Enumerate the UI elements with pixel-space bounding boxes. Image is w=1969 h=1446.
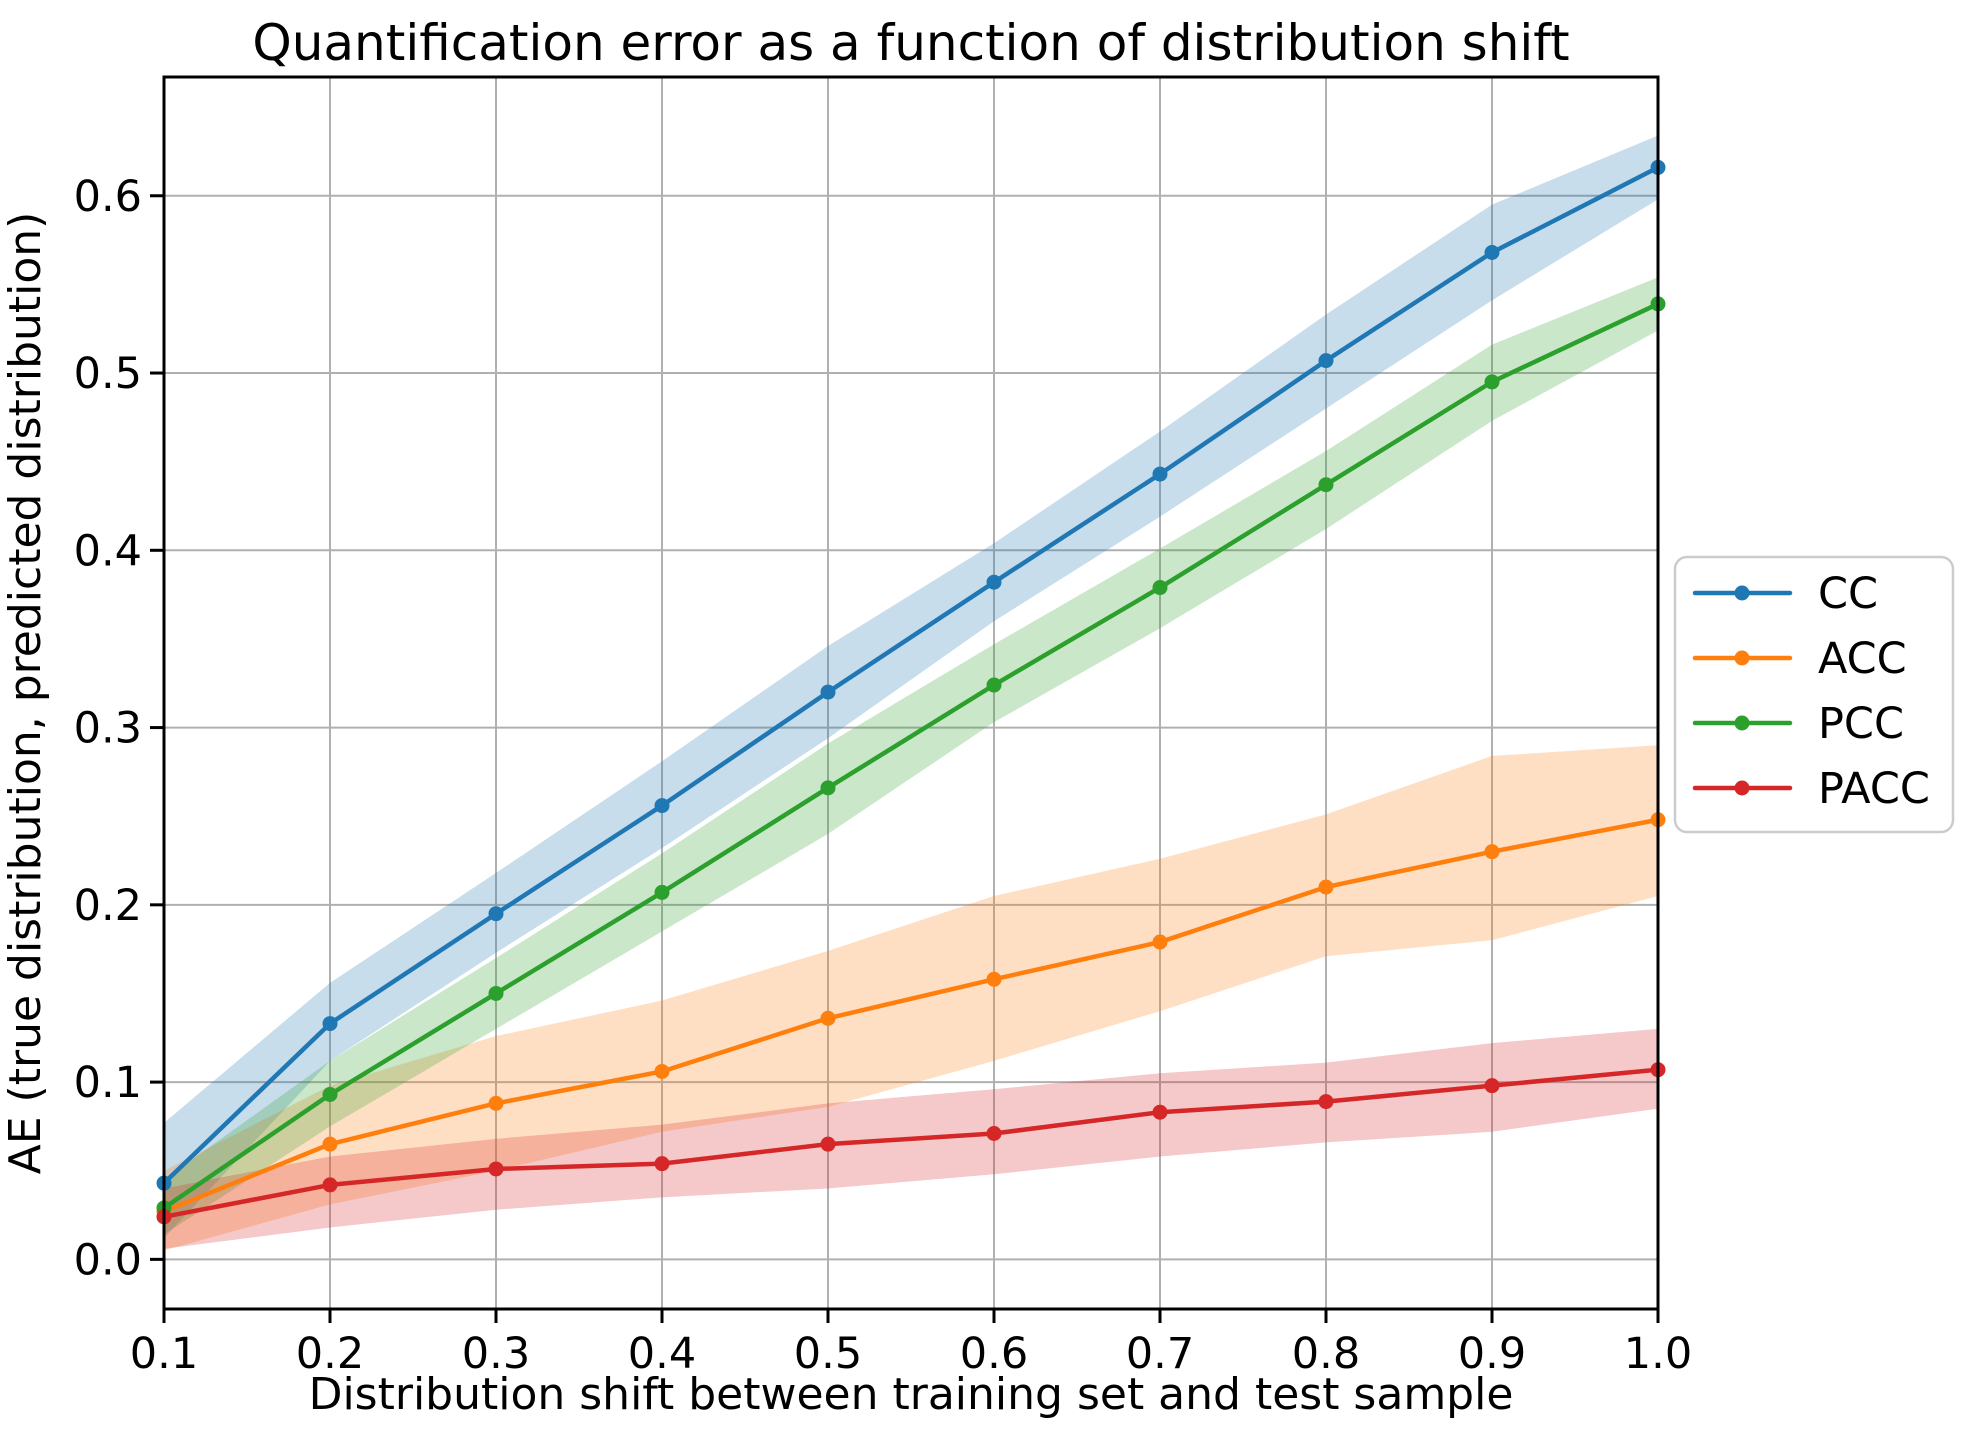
marker-PCC	[654, 884, 670, 900]
marker-PCC	[820, 780, 836, 796]
chart-title: Quantification error as a function of di…	[252, 14, 1569, 72]
x-tick-label: 0.3	[462, 1329, 530, 1379]
legend-label-CC: CC	[1818, 569, 1878, 619]
legend-box	[1673, 555, 1955, 834]
marker-PCC	[1484, 374, 1500, 390]
marker-PACC	[1484, 1078, 1500, 1094]
y-tick-label: 0.4	[74, 526, 142, 576]
legend: CC ACC PCC PACC	[1673, 555, 1955, 834]
series-line-PACC	[161, 1067, 1661, 1220]
series-line-PCC	[161, 301, 1661, 1211]
marker-PACC	[820, 1136, 836, 1152]
marker-CC	[986, 574, 1002, 590]
band-CC	[164, 135, 1658, 1239]
series-line-CC	[161, 165, 1661, 1186]
marker-ACC	[322, 1136, 338, 1152]
legend-marker-ACC	[1734, 650, 1750, 666]
marker-ACC	[1318, 879, 1334, 895]
legend-marker-CC	[1734, 585, 1750, 601]
marker-ACC	[1152, 934, 1168, 950]
legend-label-ACC: ACC	[1818, 634, 1907, 684]
marker-ACC	[654, 1063, 670, 1079]
y-tick-label: 0.2	[74, 881, 142, 931]
x-tick-label: 0.7	[1126, 1329, 1194, 1379]
marker-CC	[1484, 244, 1500, 260]
marker-ACC	[1484, 844, 1500, 860]
x-tick-label: 0.9	[1458, 1329, 1526, 1379]
marker-PACC	[488, 1161, 504, 1177]
marker-CC	[1318, 353, 1334, 369]
marker-CC	[1152, 466, 1168, 482]
legend-marker-PCC	[1734, 715, 1750, 731]
marker-CC	[654, 798, 670, 814]
tick-layer: 0.1 0.2 0.3 0.4 0.5 0.6 0.7 0.8 0.9 1.0 0.0 0.1 0.2 0…	[74, 172, 1693, 1379]
marker-PACC	[986, 1126, 1002, 1142]
legend-label-PACC: PACC	[1818, 764, 1930, 814]
axes-spines	[162, 75, 1660, 1311]
grid-layer	[163, 77, 1659, 1309]
x-tick-label: 0.1	[130, 1329, 198, 1379]
band-PCC	[164, 277, 1658, 1235]
x-tick-label: 0.4	[628, 1329, 696, 1379]
marker-ACC	[488, 1095, 504, 1111]
marker-PCC	[488, 985, 504, 1001]
y-tick-label: 0.0	[74, 1235, 142, 1285]
marker-PCC	[986, 677, 1002, 693]
marker-PACC	[1318, 1094, 1334, 1110]
x-axis-label: Distribution shift between training set …	[309, 1369, 1514, 1420]
marker-PCC	[1152, 580, 1168, 596]
marker-PCC	[322, 1087, 338, 1103]
x-tick-label: 1.0	[1624, 1329, 1692, 1379]
marker-PACC	[1152, 1104, 1168, 1120]
marker-ACC	[820, 1010, 836, 1026]
x-tick-label: 0.6	[960, 1329, 1028, 1379]
plot-border	[162, 75, 1660, 1311]
y-tick-label: 0.1	[74, 1058, 142, 1108]
x-tick-label: 0.2	[296, 1329, 364, 1379]
marker-ACC	[986, 971, 1002, 987]
y-axis-label: AE (true distribution, predicted distrib…	[0, 212, 51, 1175]
x-tick-label: 0.8	[1292, 1329, 1360, 1379]
marker-PACC	[322, 1177, 338, 1193]
legend-marker-PACC	[1734, 780, 1750, 796]
marker-PACC	[654, 1156, 670, 1172]
marker-PCC	[1318, 477, 1334, 493]
y-tick-label: 0.3	[74, 704, 142, 754]
y-tick-label: 0.5	[74, 349, 142, 399]
y-tick-label: 0.6	[74, 172, 142, 222]
marker-CC	[820, 684, 836, 700]
x-tick-label: 0.5	[794, 1329, 862, 1379]
legend-label-PCC: PCC	[1818, 699, 1904, 749]
marker-CC	[488, 906, 504, 922]
marker-CC	[322, 1016, 338, 1032]
confidence-band-layer	[164, 135, 1658, 1251]
series-line-ACC	[161, 817, 1661, 1214]
